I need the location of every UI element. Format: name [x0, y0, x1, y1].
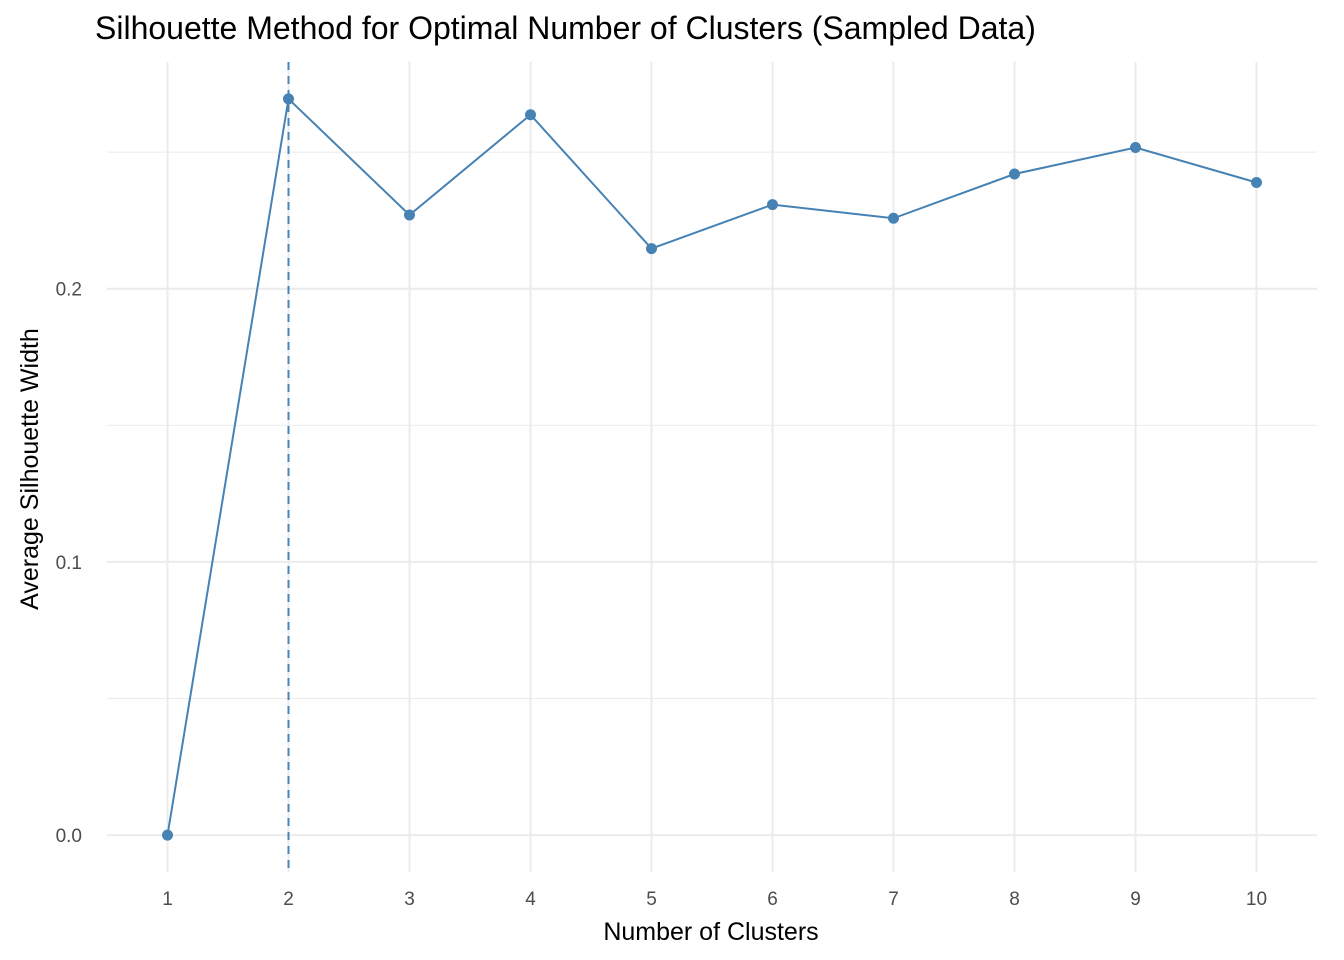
y-tick-label: 0.2	[56, 280, 82, 301]
data-point	[767, 199, 778, 211]
y-axis-title: Average Silhouette Width	[16, 328, 44, 610]
data-point	[283, 93, 294, 105]
data-point	[162, 829, 173, 841]
x-tick-label: 3	[404, 889, 415, 910]
data-point	[1009, 168, 1020, 180]
y-tick-labels: 0.0 0.1 0.2	[56, 280, 82, 847]
x-tick-label: 9	[1130, 889, 1141, 910]
y-tick-label: 0.1	[56, 553, 82, 574]
x-tick-labels: 1 2 3 4 5 6 7 8 9 10	[162, 889, 1267, 910]
data-point	[646, 243, 657, 255]
data-point	[404, 209, 415, 221]
x-tick-label: 4	[525, 889, 536, 910]
y-tick-label: 0.0	[56, 826, 82, 847]
x-tick-label: 7	[888, 889, 899, 910]
x-tick-label: 10	[1246, 889, 1267, 910]
x-axis-title: Number of Clusters	[603, 918, 818, 946]
x-tick-label: 6	[767, 889, 778, 910]
series-line	[166, 96, 1257, 836]
data-point	[1251, 176, 1262, 188]
series-layer	[166, 96, 1257, 836]
x-tick-label: 5	[646, 889, 657, 910]
data-point	[1130, 142, 1141, 154]
chart-title: Silhouette Method for Optimal Number of …	[95, 10, 1036, 46]
major-gridlines	[107, 62, 1317, 872]
x-tick-label: 8	[1009, 889, 1020, 910]
x-tick-label: 1	[162, 889, 173, 910]
data-point	[525, 109, 536, 121]
points-layer	[162, 93, 1262, 841]
x-tick-label: 2	[283, 889, 294, 910]
data-point	[888, 212, 899, 224]
